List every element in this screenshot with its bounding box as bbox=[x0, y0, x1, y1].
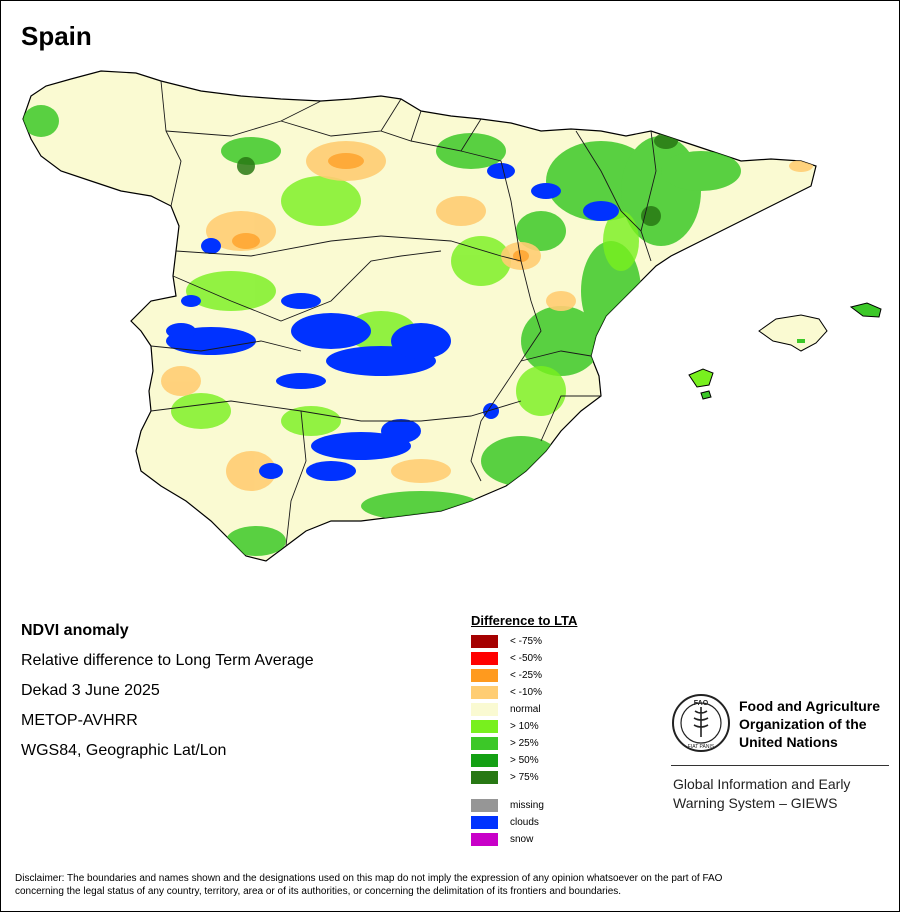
legend-swatch bbox=[471, 703, 498, 716]
menorca-island bbox=[849, 302, 882, 318]
legend-label: > 50% bbox=[510, 755, 539, 766]
legend-swatch bbox=[471, 737, 498, 750]
disclaimer-line-1: Disclaimer: The boundaries and names sho… bbox=[15, 873, 723, 884]
legend-item: snow bbox=[471, 833, 533, 846]
legend-swatch bbox=[471, 816, 498, 829]
legend-item: normal bbox=[471, 703, 541, 716]
giews-line-2: Warning System – GIEWS bbox=[673, 795, 838, 811]
legend-item: > 50% bbox=[471, 754, 539, 767]
info-heading: NDVI anomaly bbox=[21, 622, 129, 639]
legend-label: normal bbox=[510, 704, 541, 715]
info-line-1: Relative difference to Long Term Average bbox=[21, 652, 314, 669]
info-line-3: METOP-AVHRR bbox=[21, 712, 138, 729]
legend-swatch bbox=[471, 635, 498, 648]
fao-name-line-3: United Nations bbox=[739, 734, 838, 750]
map-info: NDVI anomaly Relative difference to Long… bbox=[21, 621, 314, 771]
giews-line-1: Global Information and Early bbox=[673, 776, 851, 792]
legend-label: > 10% bbox=[510, 721, 539, 732]
legend-swatch bbox=[471, 652, 498, 665]
legend-swatch bbox=[471, 833, 498, 846]
fao-logo-motto: FIAT PANIS bbox=[688, 744, 715, 750]
legend-item: clouds bbox=[471, 816, 539, 829]
legend-item: > 10% bbox=[471, 720, 539, 733]
ibiza-island bbox=[688, 368, 714, 388]
legend-item: < -75% bbox=[471, 635, 542, 648]
legend-item: < -25% bbox=[471, 669, 542, 682]
giews-name: Global Information and Early Warning Sys… bbox=[673, 775, 891, 813]
legend-item: < -10% bbox=[471, 686, 542, 699]
legend-label: clouds bbox=[510, 817, 539, 828]
fao-divider bbox=[671, 765, 889, 766]
fao-logo-icon: FAO FIAT PANIS bbox=[672, 694, 730, 752]
legend-item: > 75% bbox=[471, 771, 539, 784]
legend-label: < -10% bbox=[510, 687, 542, 698]
legend-item: < -50% bbox=[471, 652, 542, 665]
legend-title: Difference to LTA bbox=[471, 613, 578, 628]
legend-swatch bbox=[471, 754, 498, 767]
ndvi-anomaly-layer bbox=[23, 105, 813, 556]
legend-swatch bbox=[471, 669, 498, 682]
legend-label: > 25% bbox=[510, 738, 539, 749]
legend-swatch bbox=[471, 686, 498, 699]
legend: Difference to LTA < -75% < -50% < -25% <… bbox=[471, 613, 578, 846]
disclaimer: Disclaimer: The boundaries and names sho… bbox=[15, 872, 887, 898]
legend-label: > 75% bbox=[510, 772, 539, 783]
mallorca-island bbox=[758, 314, 828, 352]
legend-swatch bbox=[471, 799, 498, 812]
mainland-spain bbox=[22, 70, 817, 562]
fao-logo-letters: FAO bbox=[694, 700, 709, 707]
formentera-island bbox=[700, 390, 712, 400]
spain-ndvi-map bbox=[22, 70, 882, 562]
legend-label: missing bbox=[510, 800, 544, 811]
legend-label: < -50% bbox=[510, 653, 542, 664]
info-line-4: WGS84, Geographic Lat/Lon bbox=[21, 742, 227, 759]
legend-swatch bbox=[471, 771, 498, 784]
disclaimer-line-2: concerning the legal status of any count… bbox=[15, 886, 622, 897]
legend-item: missing bbox=[471, 799, 544, 812]
fao-name-line-2: Organization of the bbox=[739, 716, 867, 732]
fao-name-line-1: Food and Agriculture bbox=[739, 698, 881, 714]
legend-label: snow bbox=[510, 834, 534, 845]
legend-label: < -75% bbox=[510, 636, 542, 647]
legend-label: < -25% bbox=[510, 670, 542, 681]
region-boundaries bbox=[150, 80, 657, 547]
legend-swatch bbox=[471, 720, 498, 733]
legend-item: > 25% bbox=[471, 737, 539, 750]
info-line-2: Dekad 3 June 2025 bbox=[21, 682, 160, 699]
map-title: Spain bbox=[21, 21, 92, 51]
fao-organization-name: Food and Agriculture Organization of the… bbox=[739, 697, 899, 751]
mallorca-green-patch bbox=[797, 339, 805, 343]
